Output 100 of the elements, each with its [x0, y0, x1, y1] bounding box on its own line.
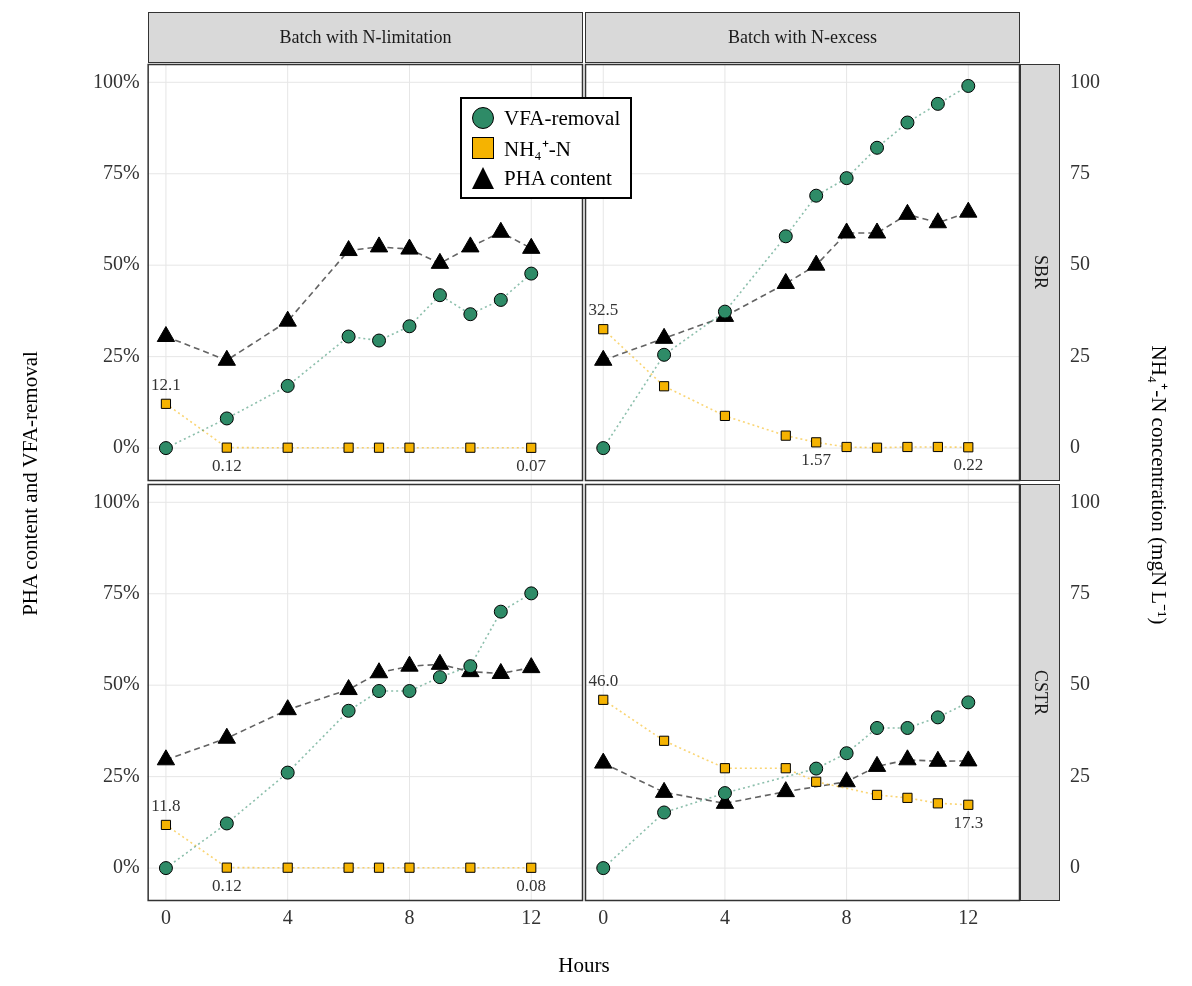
y-tick-label: 75% [103, 160, 140, 183]
y-tick-label: 25% [103, 343, 140, 366]
point [343, 862, 355, 873]
point [870, 140, 885, 155]
point [157, 326, 176, 343]
point [282, 442, 294, 453]
point [930, 710, 945, 725]
point [902, 792, 913, 803]
y2-tick-label: 25 [1070, 343, 1090, 366]
data-label: 12.1 [151, 374, 182, 394]
point [811, 776, 822, 787]
data-label: 46.0 [588, 670, 619, 690]
y2-tick-label: 100 [1070, 69, 1100, 92]
chart-title: Batch with N-limitation [148, 12, 583, 63]
x-tick-label: 4 [283, 906, 294, 929]
point [871, 442, 883, 453]
point [932, 798, 943, 809]
y-tick-label: 50% [103, 672, 140, 695]
point [343, 442, 355, 453]
point [431, 653, 450, 670]
point [719, 410, 731, 421]
point [218, 349, 237, 366]
point [930, 96, 945, 111]
point [871, 789, 883, 801]
data-label: 1.57 [801, 450, 832, 470]
point [220, 411, 235, 426]
point [961, 78, 976, 93]
point [657, 805, 672, 820]
point [598, 694, 609, 705]
data-label: 0.12 [212, 875, 243, 895]
point [281, 378, 296, 393]
point [218, 727, 237, 744]
point [278, 699, 298, 716]
point [811, 437, 822, 448]
x-tick-label: 8 [841, 906, 852, 929]
legend-label: PHA content [504, 165, 612, 191]
point [780, 430, 791, 441]
point [370, 662, 389, 679]
point [278, 310, 298, 327]
y2-tick-label: 25 [1070, 763, 1090, 786]
point [932, 441, 943, 453]
point [961, 695, 976, 710]
text: SBR [1020, 64, 1060, 481]
point [900, 115, 915, 130]
point [491, 662, 511, 679]
x-tick-label: 0 [161, 906, 172, 929]
point [778, 229, 793, 244]
point [404, 442, 415, 453]
data-label: 0.12 [212, 455, 243, 475]
y-tick-label: 75% [103, 580, 140, 603]
y2-tick-label: 0 [1070, 435, 1080, 458]
point [839, 171, 854, 186]
point [374, 862, 385, 873]
point [719, 763, 731, 774]
point [341, 329, 356, 344]
point [282, 862, 294, 873]
point [433, 288, 448, 303]
point [222, 862, 233, 873]
point [372, 333, 387, 348]
point [657, 347, 672, 362]
x-tick-label: 4 [719, 906, 730, 929]
point [780, 763, 791, 774]
data-label: 11.8 [151, 795, 181, 815]
text: CSTR [1020, 484, 1060, 901]
legend-label: VFA-removal [504, 105, 621, 131]
x-tick-label: 8 [404, 906, 415, 929]
data-label: 0.22 [953, 455, 984, 475]
x-tick-label: 12 [958, 906, 979, 929]
y2-tick-label: 75 [1070, 580, 1090, 603]
point [404, 862, 415, 873]
point [596, 441, 611, 456]
y-tick-label: 100% [93, 489, 140, 512]
x-tick-label: 12 [521, 906, 542, 929]
point [159, 441, 174, 456]
point [159, 861, 174, 876]
point [491, 221, 511, 238]
data-label: 0.07 [516, 455, 547, 475]
y2-tick-label: 50 [1070, 252, 1090, 275]
point [522, 657, 541, 674]
point [400, 238, 419, 255]
point [659, 381, 670, 392]
point [465, 442, 476, 453]
point [963, 799, 974, 810]
y-tick-label: 50% [103, 252, 140, 275]
legend-label: NH₄⁺-N [504, 136, 571, 162]
y2-tick-label: 50 [1070, 672, 1090, 695]
point [161, 398, 172, 409]
point [902, 441, 913, 453]
point [809, 761, 824, 776]
point [659, 735, 670, 746]
point [841, 441, 852, 453]
point [402, 319, 417, 334]
y2-tick-label: 0 [1070, 855, 1080, 878]
point [370, 236, 389, 253]
point [339, 679, 359, 696]
y-tick-label: 0% [113, 855, 140, 878]
point [374, 442, 385, 453]
data-label: 32.5 [588, 300, 619, 320]
point [598, 324, 609, 335]
point [222, 442, 233, 453]
